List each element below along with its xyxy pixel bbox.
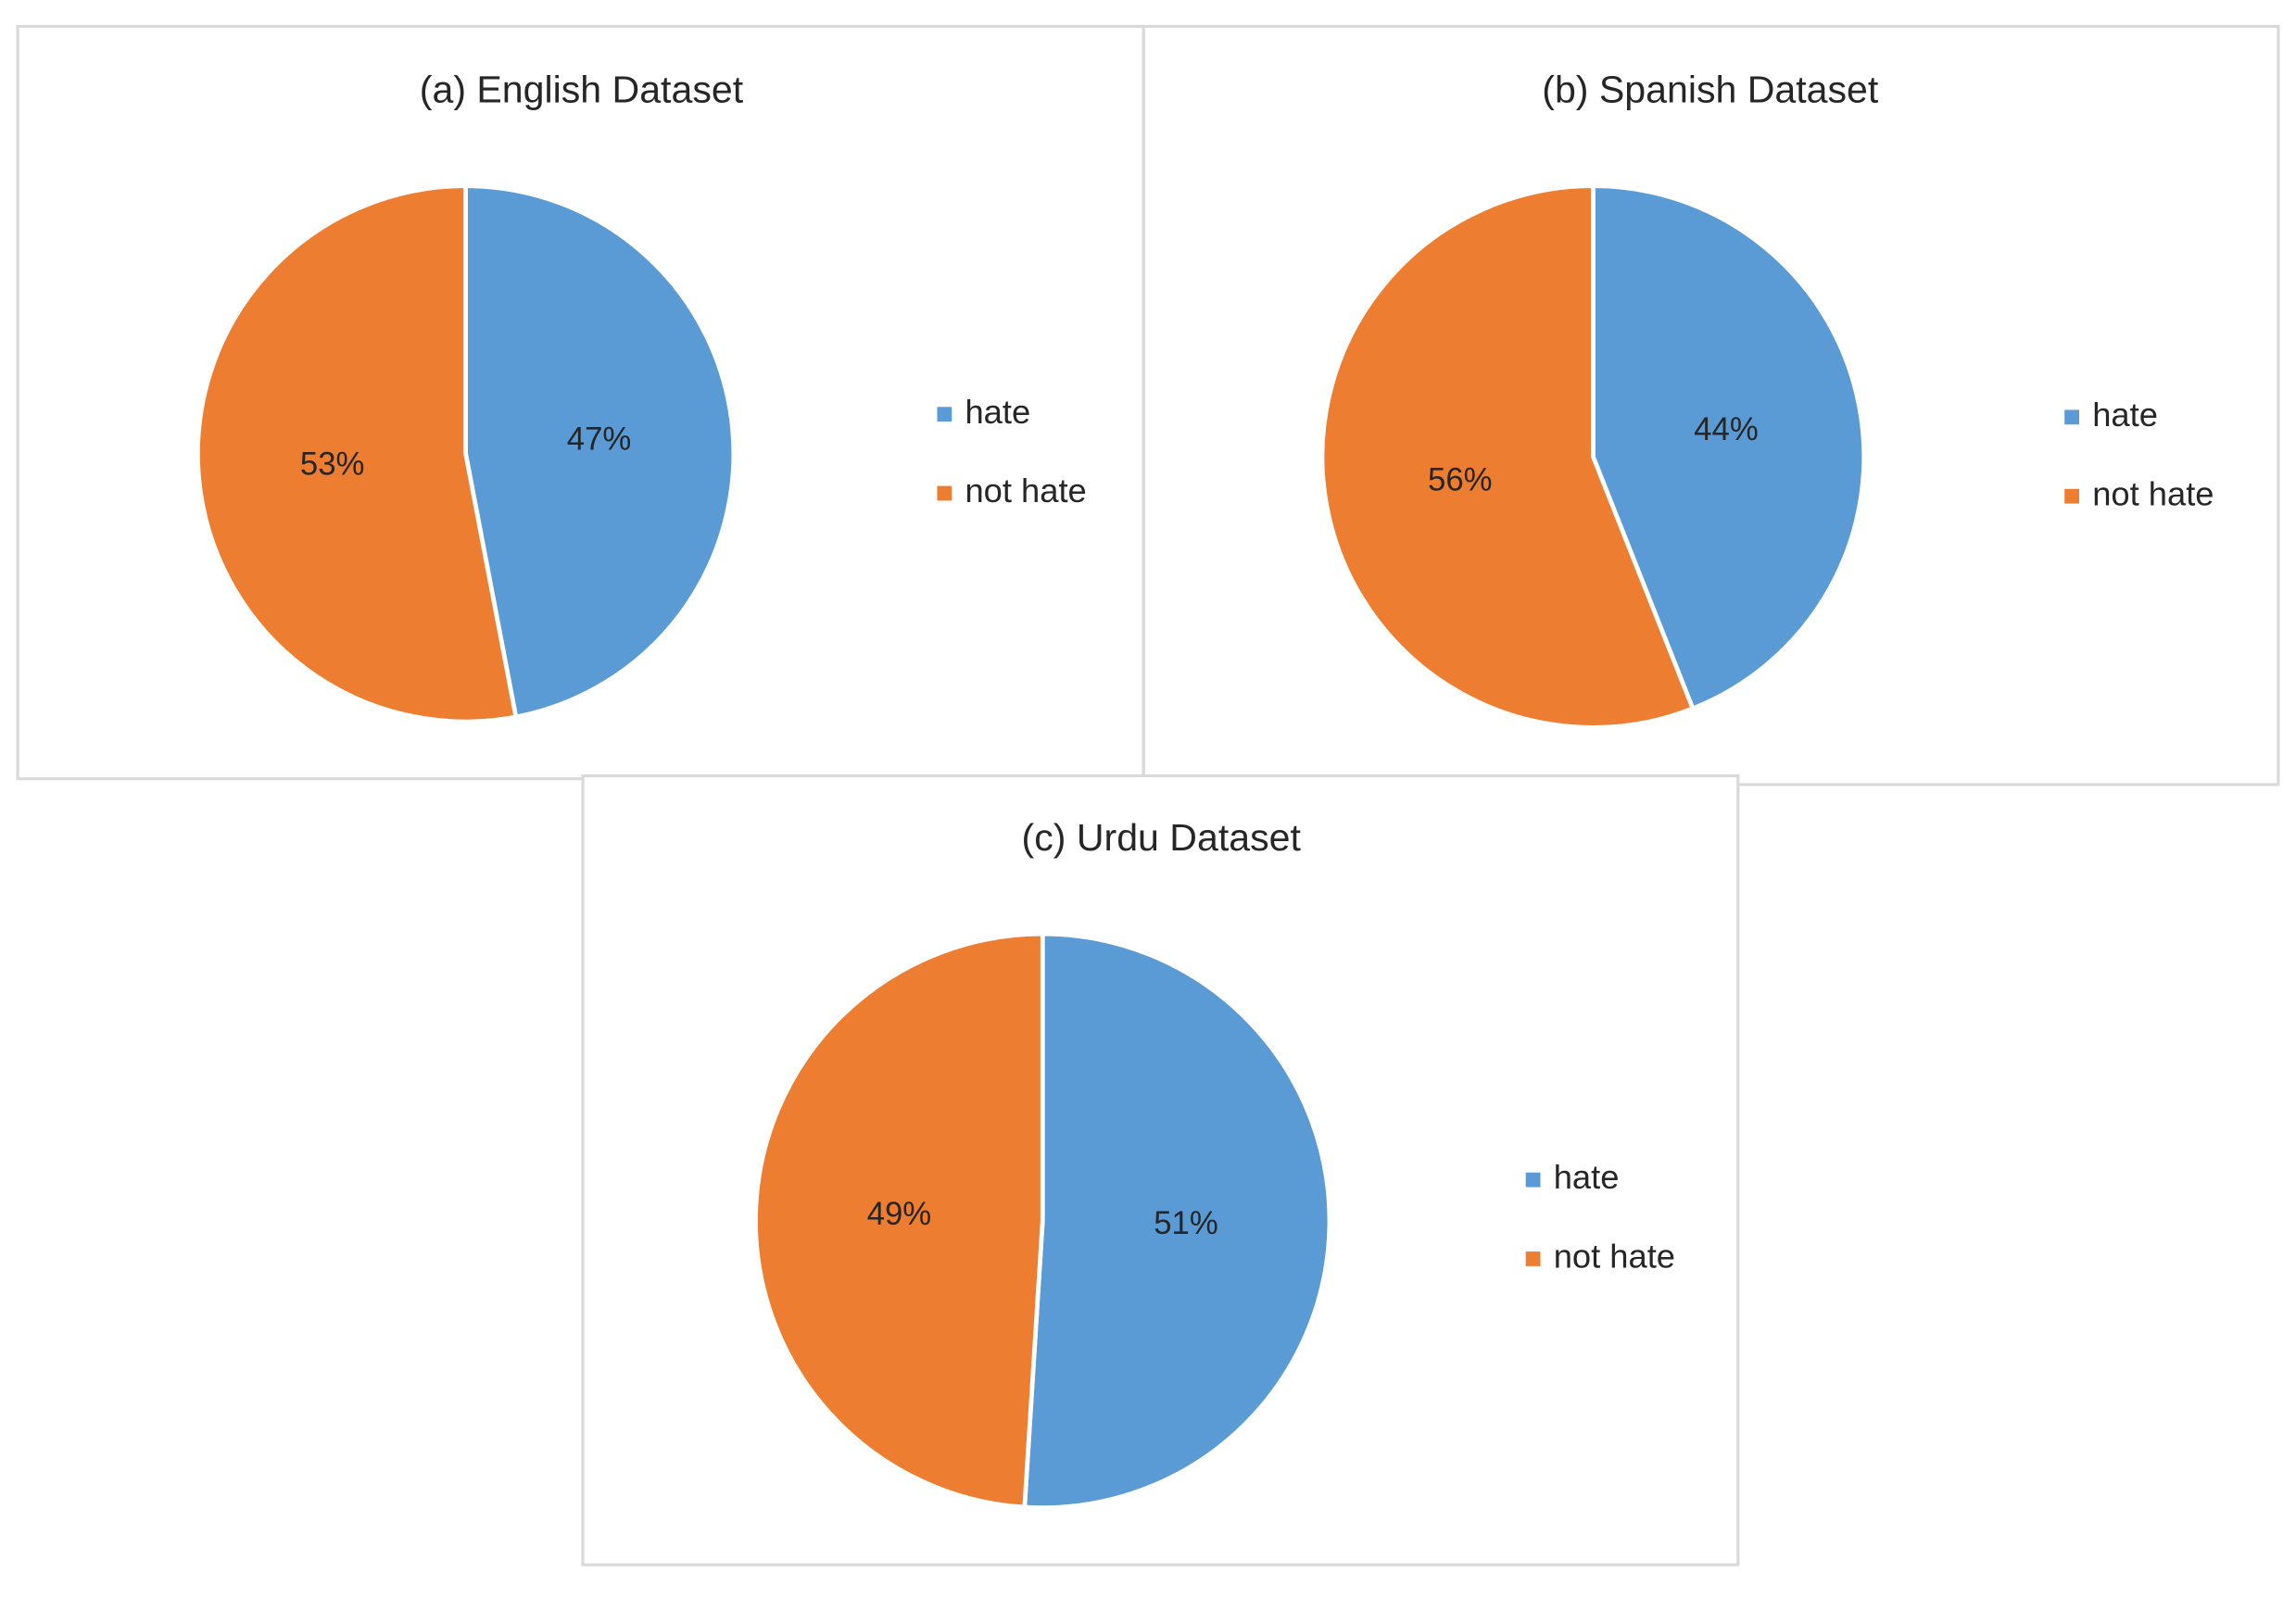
- legend-label: hate: [2092, 396, 2158, 434]
- chart-title: (b) Spanish Dataset: [1542, 68, 1879, 110]
- pie-slice: [753, 931, 1045, 1510]
- legend-marker: [937, 407, 952, 422]
- pie-slice: [196, 183, 519, 724]
- data-label: 44%: [1694, 412, 1759, 447]
- data-label: 53%: [300, 447, 365, 483]
- legend-label: not hate: [1554, 1238, 1675, 1276]
- legend-marker: [937, 485, 952, 501]
- legend-marker: [1525, 1172, 1541, 1188]
- legend-marker: [2064, 488, 2080, 504]
- legend-marker: [1525, 1251, 1541, 1266]
- pie-slice: [1319, 183, 1697, 730]
- chart-title: (c) Urdu Dataset: [1022, 816, 1302, 859]
- legend-label: not hate: [2092, 474, 2214, 512]
- pie-slice: [463, 183, 737, 720]
- chart-title: (a) English Dataset: [420, 68, 744, 110]
- data-label: 49%: [867, 1197, 932, 1232]
- pie-slice: [1022, 931, 1332, 1510]
- legend-label: not hate: [965, 472, 1086, 509]
- legend-label: hate: [965, 393, 1030, 431]
- data-label: 47%: [567, 421, 632, 457]
- legend-marker: [2064, 409, 2080, 425]
- pie-slice: [1591, 183, 1867, 711]
- data-label: 51%: [1154, 1206, 1218, 1241]
- data-label: 56%: [1428, 463, 1493, 498]
- legend-label: hate: [1554, 1158, 1620, 1196]
